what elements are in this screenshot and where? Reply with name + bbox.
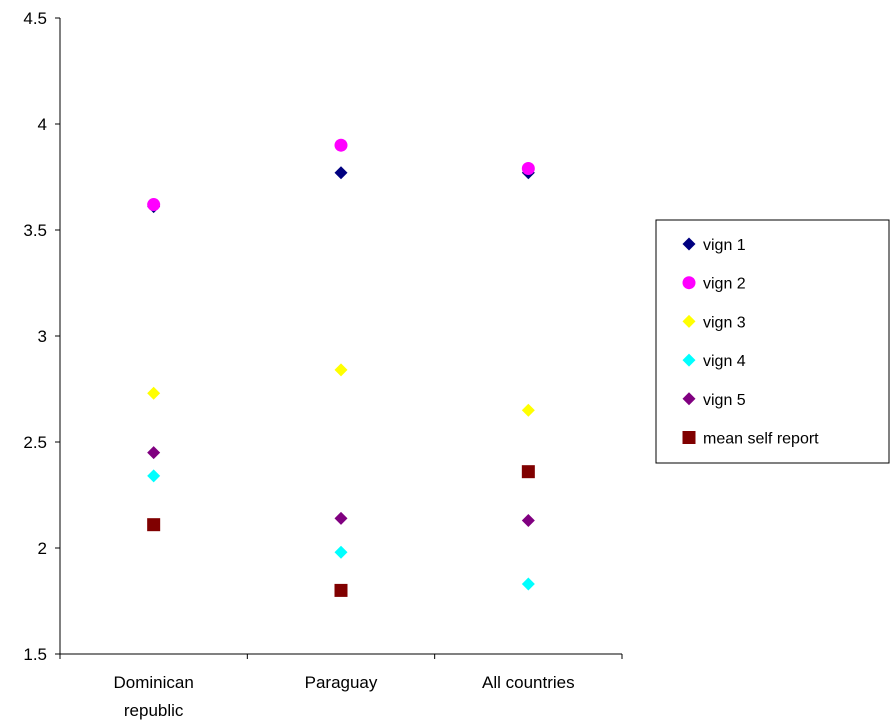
legend: vign 1 vign 2 vign 3 vign 4 vign 5 mean self …	[655, 219, 890, 464]
data-point	[334, 138, 348, 152]
data-point	[334, 545, 348, 559]
data-point	[521, 162, 535, 176]
series-vign-4	[147, 469, 535, 591]
y-tick-label: 3.5	[23, 221, 47, 240]
legend-marker	[682, 392, 696, 406]
data-point	[334, 583, 348, 597]
data-point	[147, 446, 161, 460]
legend-marker	[682, 276, 696, 290]
legend-label: vign 2	[703, 276, 746, 293]
data-point	[334, 166, 348, 180]
x-tick-label: Dominican	[114, 673, 194, 692]
x-tick-label: republic	[124, 701, 184, 720]
series-mean-self-report	[147, 465, 535, 597]
legend-label: vign 4	[703, 353, 746, 370]
data-point	[147, 469, 161, 483]
series-vign-5	[147, 446, 535, 527]
y-tick-label: 4	[38, 115, 47, 134]
x-tick-label: All countries	[482, 673, 575, 692]
series-vign-2	[147, 138, 535, 212]
y-tick-label: 2	[38, 539, 47, 558]
series-vign-1	[147, 166, 535, 214]
data-point	[521, 577, 535, 591]
legend-label: mean self report	[703, 431, 819, 448]
data-point	[521, 513, 535, 527]
y-tick-label: 2.5	[23, 433, 47, 452]
data-point	[521, 465, 535, 479]
data-points	[147, 138, 535, 597]
legend-label: vign 3	[703, 314, 746, 331]
legend-box	[655, 219, 890, 464]
x-tick-label: Paraguay	[305, 673, 378, 692]
legend-marker	[682, 314, 696, 328]
legend-marker	[682, 237, 696, 251]
data-point	[147, 198, 161, 212]
data-point	[147, 518, 161, 532]
data-point	[334, 363, 348, 377]
legend-label: vign 1	[703, 237, 746, 254]
data-point	[521, 403, 535, 417]
data-point	[147, 386, 161, 400]
legend-marker	[682, 353, 696, 367]
legend-label: vign 5	[703, 392, 746, 409]
y-tick-label: 1.5	[23, 645, 47, 664]
legend-marker	[682, 431, 696, 444]
y-tick-label: 3	[38, 327, 47, 346]
data-point	[334, 511, 348, 525]
axes: 1.5 2 2.5 3 3.5 4 4.5 Dominican republic Paraguay…	[23, 9, 623, 720]
series-vign-3	[147, 363, 535, 417]
y-tick-label: 4.5	[23, 9, 47, 28]
